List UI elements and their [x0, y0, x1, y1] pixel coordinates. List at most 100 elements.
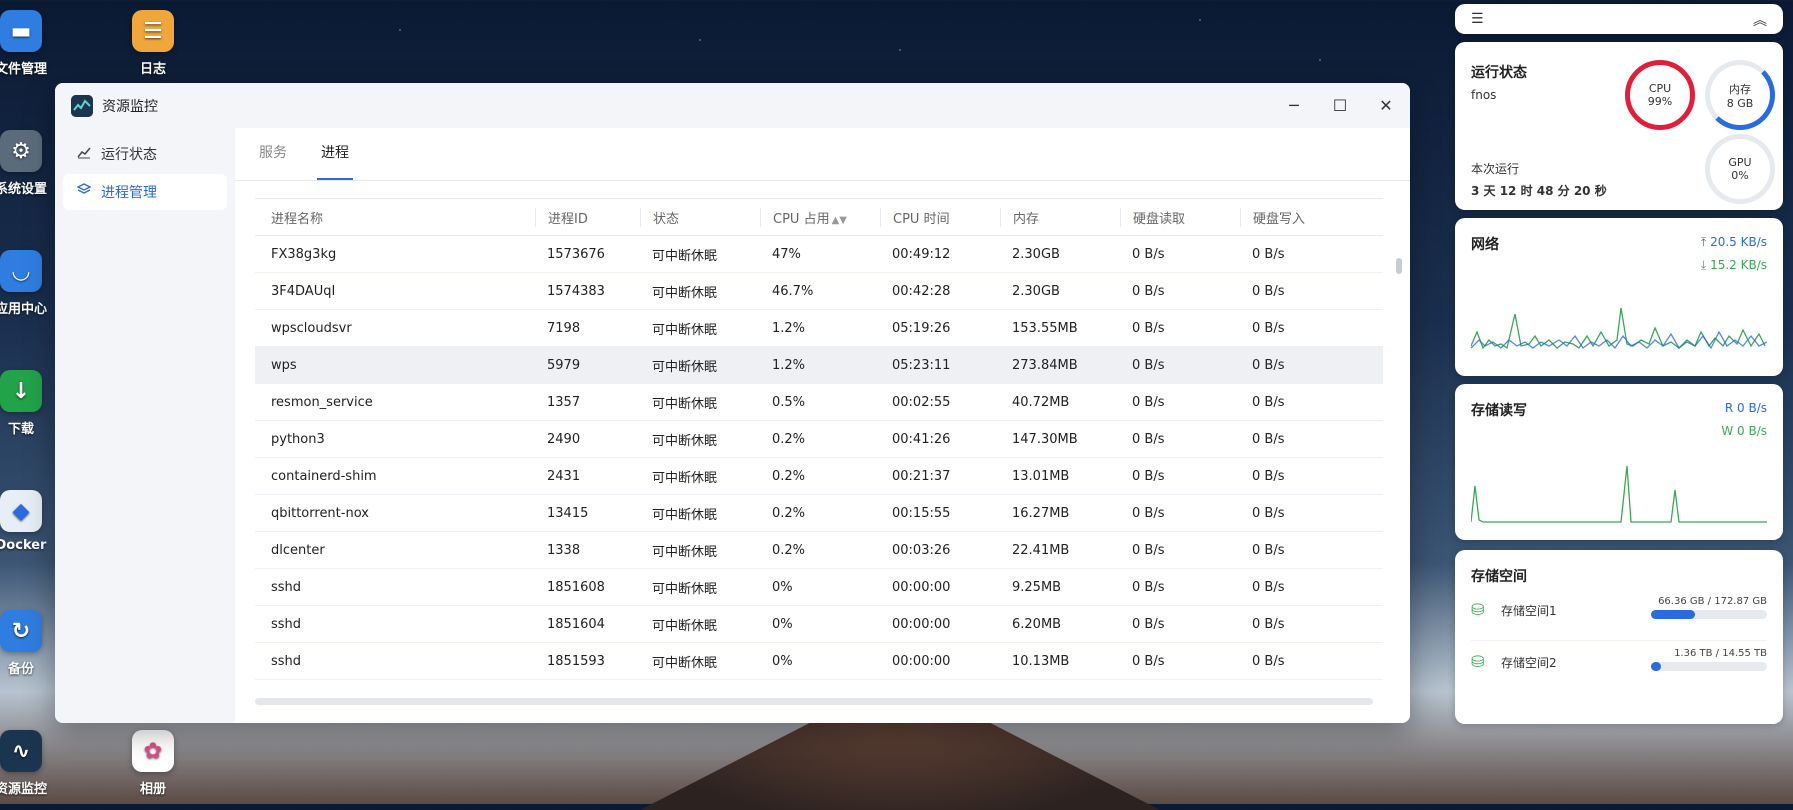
table-cell: 1851593 — [547, 653, 605, 669]
column-header-pid[interactable]: 进程ID — [535, 207, 640, 227]
uptime-label: 本次运行 — [1471, 162, 1520, 176]
table-cell: 可中断休眠 — [652, 507, 718, 523]
table-cell: 00:00:00 — [892, 653, 951, 669]
table-row[interactable]: sshd 1851608 可中断休眠 0% 00:00:00 9.25MB 0 B/s 0 B… — [255, 569, 1383, 606]
table-cell: 0.2% — [772, 431, 806, 447]
collapse-icon[interactable]: ︽ — [1753, 13, 1767, 29]
table-cell: 1357 — [547, 394, 581, 410]
minimize-icon[interactable]: ─ — [1289, 96, 1299, 115]
storage-volume-icon: ⛁ — [1471, 600, 1485, 619]
vertical-scrollbar[interactable] — [1396, 258, 1402, 274]
table-row[interactable]: sshd 1851604 可中断休眠 0% 00:00:00 6.20MB 0 B/s 0 B… — [255, 606, 1383, 643]
table-row[interactable]: dlcenter 1338 可中断休眠 0.2% 00:03:26 22.41MB 0 B/… — [255, 532, 1383, 569]
desktop-icon-resmon[interactable]: ∿ 资源监控 — [0, 730, 66, 797]
upload-rate: 20.5 KB/s — [1710, 235, 1767, 249]
desktop-icon-store[interactable]: ◡ 应用中心 — [0, 250, 66, 317]
column-header-cpu-label: CPU 占用 — [773, 211, 830, 227]
tab-processes[interactable]: 进程 — [317, 128, 353, 180]
column-header-status[interactable]: 状态 — [640, 207, 760, 227]
table-cell: 0.2% — [772, 468, 806, 484]
table-cell: 0 B/s — [1252, 579, 1285, 595]
status-widget: 运行状态 fnos 本次运行 3 天 12 时 48 分 20 秒 CPU 99… — [1455, 42, 1783, 210]
table-row[interactable]: sshd 1851593 可中断休眠 0% 00:00:00 10.13MB 0 B/s 0 … — [255, 643, 1383, 680]
column-header-name[interactable]: 进程名称 — [271, 211, 324, 227]
table-row[interactable]: resmon_service 1357 可中断休眠 0.5% 00:02:55 40.72… — [255, 384, 1383, 421]
uptime-value: 3 天 12 时 48 分 20 秒 — [1471, 184, 1607, 198]
desktop-icon-files[interactable]: ▬ 文件管理 — [0, 10, 66, 77]
desktop-icon-docker[interactable]: ◆ Docker — [0, 490, 66, 553]
storage-read: R 0 B/s — [1724, 401, 1767, 415]
table-row[interactable]: containerd-shim 2431 可中断休眠 0.2% 00:21:37 13.0… — [255, 458, 1383, 495]
monitor-icon: ∿ — [0, 730, 42, 772]
cpu-gauge-label: CPU — [1648, 82, 1672, 95]
table-cell: 0 B/s — [1252, 542, 1285, 558]
table-row[interactable]: FX38g3kg 1573676 可中断休眠 47% 00:49:12 2.30GB 0 B… — [255, 236, 1383, 273]
table-cell: 00:00:00 — [892, 616, 951, 632]
desktop-icon-photos[interactable]: ✿ 相册 — [108, 730, 198, 797]
storage-io-widget: 存储读写 R 0 B/s W 0 B/s — [1455, 384, 1783, 540]
table-row[interactable]: wps 5979 可中断休眠 1.2% 05:23:11 273.84MB 0 B/s 0 B… — [255, 347, 1383, 384]
volume-usage: 1.36 TB / 14.55 TB — [1674, 648, 1767, 659]
table-cell: 1.2% — [772, 357, 806, 373]
table-row[interactable]: 3F4DAUqI 1574383 可中断休眠 46.7% 00:42:28 2.30GB 0… — [255, 273, 1383, 310]
table-cell: 0 B/s — [1252, 505, 1285, 521]
tab-services[interactable]: 服务 — [259, 145, 287, 161]
table-cell: 可中断休眠 — [652, 248, 718, 264]
table-cell: 0 B/s — [1132, 283, 1165, 299]
desktop-icon-label: 相册 — [139, 782, 166, 797]
volume-usage-bar — [1651, 662, 1767, 671]
table-cell: python3 — [271, 431, 325, 447]
volume-item[interactable]: ⛁ 存储空间1 66.36 GB / 172.87 GB — [1471, 596, 1767, 641]
desktop-icon-label: 文件管理 — [0, 62, 47, 77]
desktop-icon-download[interactable]: ↓ 下载 — [0, 370, 66, 437]
desktop-icon-settings[interactable]: ⚙ 系统设置 — [0, 130, 66, 197]
table-cell: 1.2% — [772, 320, 806, 336]
sidebar-item-label: 进程管理 — [101, 185, 157, 201]
column-header-cpu-time[interactable]: CPU 时间 — [880, 207, 1000, 227]
close-icon[interactable]: ✕ — [1379, 96, 1393, 115]
column-header-cpu[interactable]: CPU 占用 ▲▼ — [760, 207, 880, 227]
maximize-icon[interactable]: ☐ — [1332, 96, 1348, 115]
sidebar-item-status[interactable]: 运行状态 — [63, 136, 227, 172]
volume-usage: 66.36 GB / 172.87 GB — [1658, 596, 1767, 607]
table-cell: 22.41MB — [1012, 542, 1070, 558]
table-cell: 0 B/s — [1132, 431, 1165, 447]
desktop-icon-log[interactable]: ☰ 日志 — [108, 10, 198, 77]
table-cell: 273.84MB — [1012, 357, 1078, 373]
network-graph — [1471, 307, 1767, 350]
backup-icon: ↻ — [0, 610, 42, 652]
column-header-memory[interactable]: 内存 — [1000, 207, 1120, 227]
table-cell: 0.2% — [772, 542, 806, 558]
table-row[interactable]: wpscloudsvr 7198 可中断休眠 1.2% 05:19:26 153.55MB… — [255, 310, 1383, 347]
table-cell: 1851604 — [547, 616, 605, 632]
table-cell: 00:00:00 — [892, 579, 951, 595]
column-header-disk-write[interactable]: 硬盘写入 — [1240, 207, 1360, 227]
table-cell: 2.30GB — [1012, 283, 1060, 299]
cpu-gauge-value: 99% — [1647, 95, 1673, 108]
sort-icon[interactable]: ▲▼ — [831, 214, 847, 226]
desktop-icon-label: Docker — [0, 538, 47, 553]
table-row[interactable]: python3 2490 可中断休眠 0.2% 00:41:26 147.30MB 0 B/… — [255, 421, 1383, 458]
filter-settings-icon[interactable]: ☰ — [1471, 11, 1484, 27]
widget-toolbar: ☰ ︽ — [1455, 4, 1783, 34]
tab-bar: 服务 进程 — [235, 128, 1410, 181]
column-header-disk-read[interactable]: 硬盘读取 — [1120, 207, 1240, 227]
storage-io-graph — [1471, 465, 1767, 523]
desktop-icon-label: 系统设置 — [0, 182, 47, 197]
desktop-icon-label: 备份 — [7, 662, 34, 677]
table-cell: 0 B/s — [1132, 542, 1165, 558]
table-cell: 00:15:55 — [892, 505, 951, 521]
network-widget: 网络 ⤒ 20.5 KB/s ⤓ 15.2 KB/s — [1455, 218, 1783, 376]
desktop-icon-backup[interactable]: ↻ 备份 — [0, 610, 66, 677]
storage-volume-icon: ⛁ — [1471, 652, 1485, 671]
memory-gauge-value: 8 GB — [1726, 96, 1754, 110]
desktop-icon-label: 下载 — [7, 422, 34, 437]
table-cell: 可中断休眠 — [652, 655, 718, 671]
window-titlebar[interactable]: 资源监控 ─ ☐ ✕ — [55, 83, 1410, 128]
table-cell: 0 B/s — [1252, 357, 1285, 373]
sidebar-item-process[interactable]: 进程管理 — [63, 174, 227, 210]
table-cell: dlcenter — [271, 542, 325, 558]
horizontal-scrollbar[interactable] — [255, 698, 1373, 705]
volume-item[interactable]: ⛁ 存储空间2 1.36 TB / 14.55 TB — [1471, 648, 1767, 692]
table-row[interactable]: qbittorrent-nox 13415 可中断休眠 0.2% 00:15:55 16.… — [255, 495, 1383, 532]
